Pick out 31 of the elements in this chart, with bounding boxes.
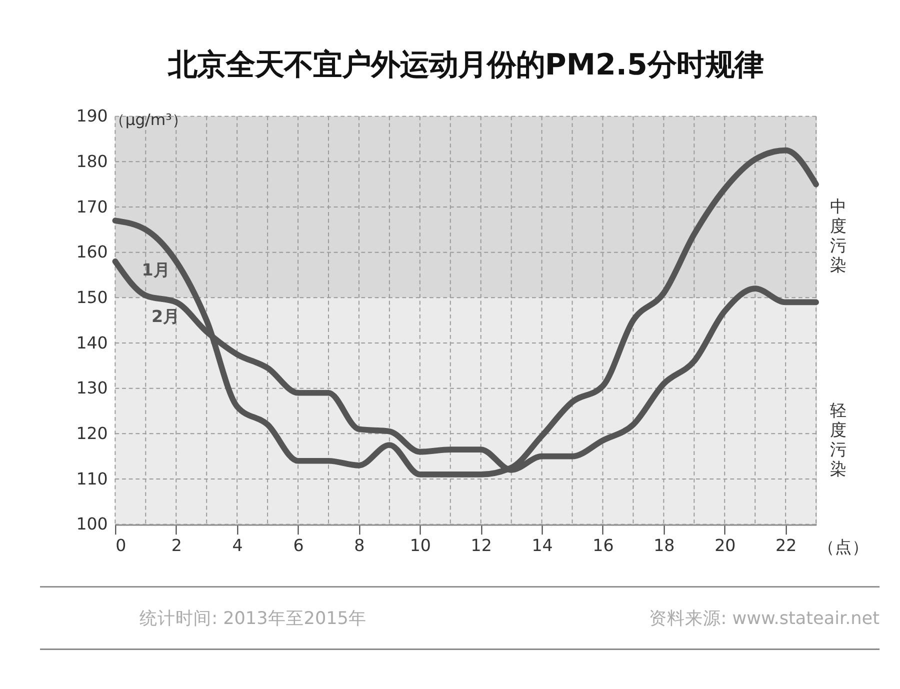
y-tick-label: 100 <box>76 514 108 534</box>
text: 统计时间: 2013年至2015年 <box>140 608 366 629</box>
y-tick-label: 110 <box>76 469 108 488</box>
series-label: 2月 <box>152 306 180 326</box>
y-tick-label: 140 <box>76 333 108 352</box>
x-tick-label: 10 <box>410 536 431 556</box>
series-label: 1月 <box>142 260 170 280</box>
text: 资料来源: www.stateair.net <box>648 608 880 629</box>
y-tick-label: 170 <box>76 197 108 216</box>
x-tick-label: 0 <box>116 536 126 556</box>
x-tick-label: 20 <box>714 536 736 556</box>
band-label: 轻度污染 <box>830 400 848 478</box>
y-tick-label: 160 <box>76 242 108 262</box>
x-tick-label: 16 <box>592 536 614 556</box>
y-tick-label: 150 <box>76 288 108 308</box>
band-label: 中度污染 <box>830 196 848 274</box>
y-axis-title: （μg/m³） <box>109 111 188 130</box>
y-tick-label: 190 <box>76 106 108 126</box>
x-tick-label: 4 <box>232 536 243 556</box>
x-tick-label: 6 <box>293 536 304 556</box>
y-tick-label: 120 <box>76 424 108 444</box>
chart-title: 北京全天不宜户外运动月份的PM2.5分时规律 <box>166 47 764 82</box>
x-tick-label: 2 <box>171 536 182 556</box>
y-tick-label: 180 <box>76 152 108 172</box>
x-tick-label: 14 <box>532 536 553 556</box>
y-tick-label: 130 <box>76 378 108 398</box>
x-tick-label: 8 <box>354 536 365 556</box>
x-tick-label: 12 <box>470 536 492 556</box>
x-axis-title: （点） <box>818 538 870 557</box>
x-tick-label: 22 <box>776 536 797 556</box>
x-tick-label: 18 <box>654 536 675 556</box>
